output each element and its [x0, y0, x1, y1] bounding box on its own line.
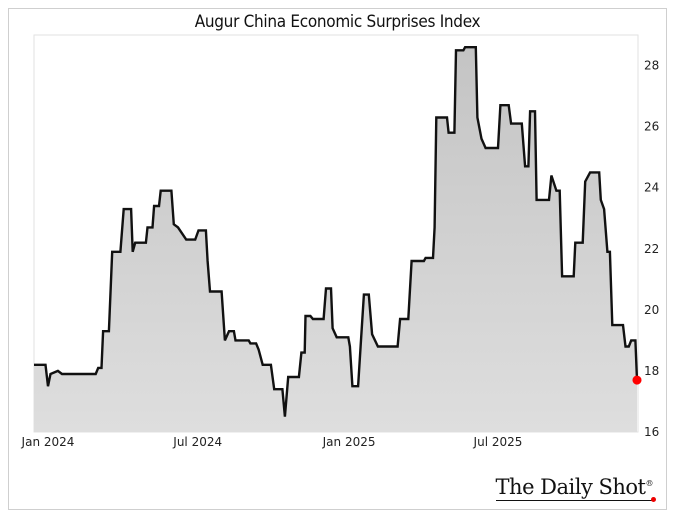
series-line: [34, 46, 639, 417]
logo-dot: [651, 497, 656, 502]
y-tick-label: 16: [644, 425, 659, 439]
x-tick-label: Jul 2024: [172, 435, 222, 449]
last-point-marker: [632, 375, 642, 385]
x-tick-label: Jan 2024: [21, 435, 75, 449]
y-tick-label: 20: [644, 303, 659, 317]
daily-shot-logo: The Daily Shot®: [495, 475, 655, 501]
y-tick-label: 22: [644, 242, 659, 256]
x-tick-label: Jul 2025: [473, 435, 523, 449]
y-tick-label: 26: [644, 120, 659, 134]
series-area: [34, 47, 637, 432]
y-tick-label: 18: [644, 364, 659, 378]
x-tick-label: Jan 2025: [322, 435, 376, 449]
chart-title: Augur China Economic Surprises Index: [194, 12, 481, 32]
y-tick-label: 28: [644, 59, 659, 73]
y-tick-label: 24: [644, 181, 659, 195]
chart-frame: [8, 8, 667, 510]
